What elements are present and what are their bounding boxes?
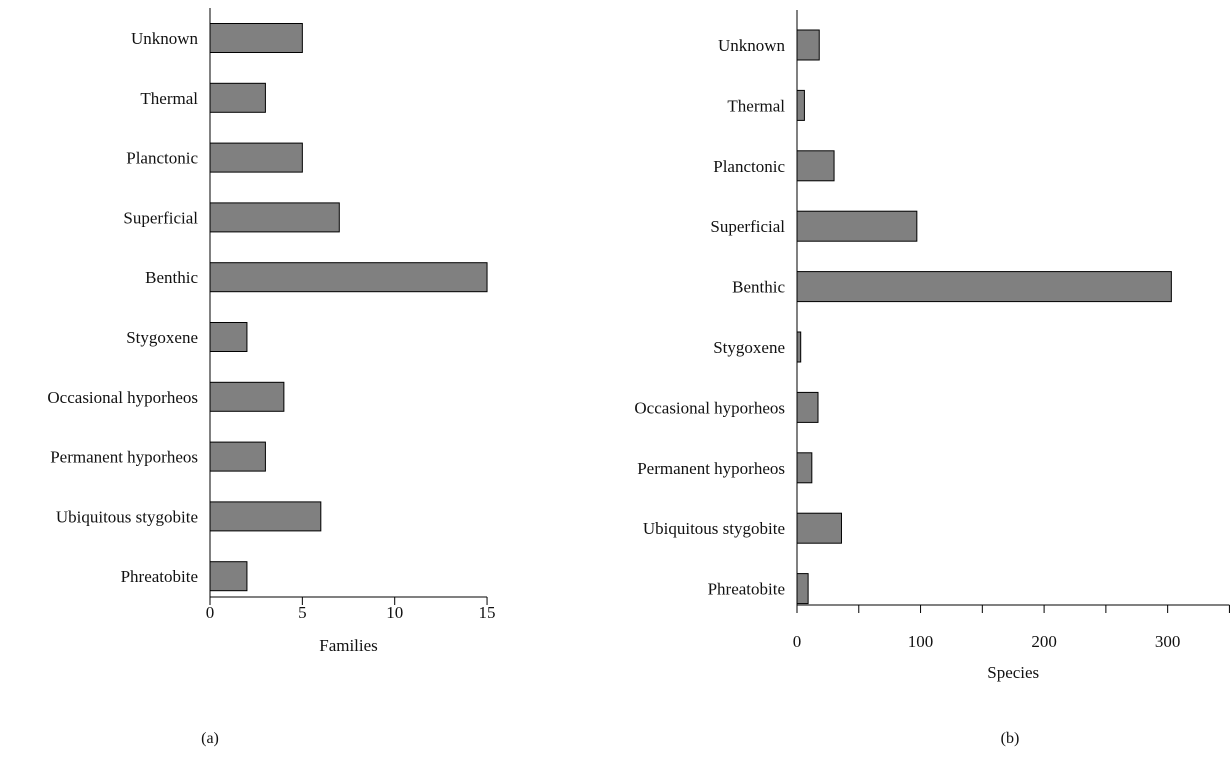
bar-superficial <box>796 210 918 242</box>
bar-occasional-hyporheos <box>209 381 285 412</box>
bar-unknown <box>209 23 303 53</box>
bar-benthic <box>796 271 1172 303</box>
category-label-planctonic: Planctonic <box>713 157 785 176</box>
x-tick-label: 10 <box>386 603 403 622</box>
x-tick-label: 100 <box>908 632 934 651</box>
bar-ubiquitous-stygobite <box>209 501 322 532</box>
category-label-ubiquitous-stygobite: Ubiquitous stygobite <box>56 507 198 526</box>
bar-phreatobite <box>209 561 248 592</box>
category-label-phreatobite: Phreatobite <box>708 580 785 599</box>
x-axis-title: Species <box>987 663 1039 682</box>
category-label-planctonic: Planctonic <box>126 149 198 168</box>
bar-benthic <box>209 262 488 293</box>
x-axis-title: Families <box>319 636 378 655</box>
category-label-benthic: Benthic <box>145 268 198 287</box>
category-label-permanent-hyporheos: Permanent hyporheos <box>637 459 785 478</box>
bar-superficial <box>209 202 340 233</box>
bar-phreatobite <box>796 573 809 605</box>
category-label-superficial: Superficial <box>710 217 785 236</box>
bar-stygoxene <box>209 322 248 352</box>
x-tick-label: 300 <box>1155 632 1181 651</box>
category-label-thermal: Thermal <box>140 89 198 108</box>
bar-planctonic <box>796 150 835 182</box>
x-tick-label: 0 <box>793 632 802 651</box>
bar-unknown <box>796 29 820 61</box>
category-label-thermal: Thermal <box>727 96 785 115</box>
panel-a: Unknown Thermal Planctonic Superficial Benth… <box>47 8 496 747</box>
bar-permanent-hyporheos <box>796 452 813 484</box>
category-label-unknown: Unknown <box>718 36 786 55</box>
bar-permanent-hyporheos <box>209 441 266 472</box>
category-label-stygoxene: Stygoxene <box>126 328 198 347</box>
bar-occasional-hyporheos <box>796 391 819 423</box>
category-label-phreatobite: Phreatobite <box>121 567 198 586</box>
bar-ubiquitous-stygobite <box>796 512 842 544</box>
category-label-ubiquitous-stygobite: Ubiquitous stygobite <box>643 519 785 538</box>
bar-stygoxene <box>796 331 802 363</box>
x-tick-label: 5 <box>298 603 307 622</box>
x-tick-label: 15 <box>479 603 496 622</box>
category-label-permanent-hyporheos: Permanent hyporheos <box>50 448 198 467</box>
panel-label: (b) <box>1001 730 1020 747</box>
category-label-occasional-hyporheos: Occasional hyporheos <box>47 388 198 407</box>
x-tick-label: 0 <box>206 603 215 622</box>
category-label-stygoxene: Stygoxene <box>713 338 785 357</box>
panel-label: (a) <box>201 730 219 747</box>
category-label-superficial: Superficial <box>123 208 198 227</box>
bar-thermal <box>209 82 266 113</box>
bar-planctonic <box>209 142 303 173</box>
category-label-unknown: Unknown <box>131 29 199 48</box>
category-label-benthic: Benthic <box>732 278 785 297</box>
panel-b: Unknown Thermal Planctonic Superficial Benth… <box>634 10 1230 747</box>
bar-thermal <box>796 89 805 121</box>
x-tick-label: 200 <box>1031 632 1057 651</box>
category-label-occasional-hyporheos: Occasional hyporheos <box>634 398 785 417</box>
